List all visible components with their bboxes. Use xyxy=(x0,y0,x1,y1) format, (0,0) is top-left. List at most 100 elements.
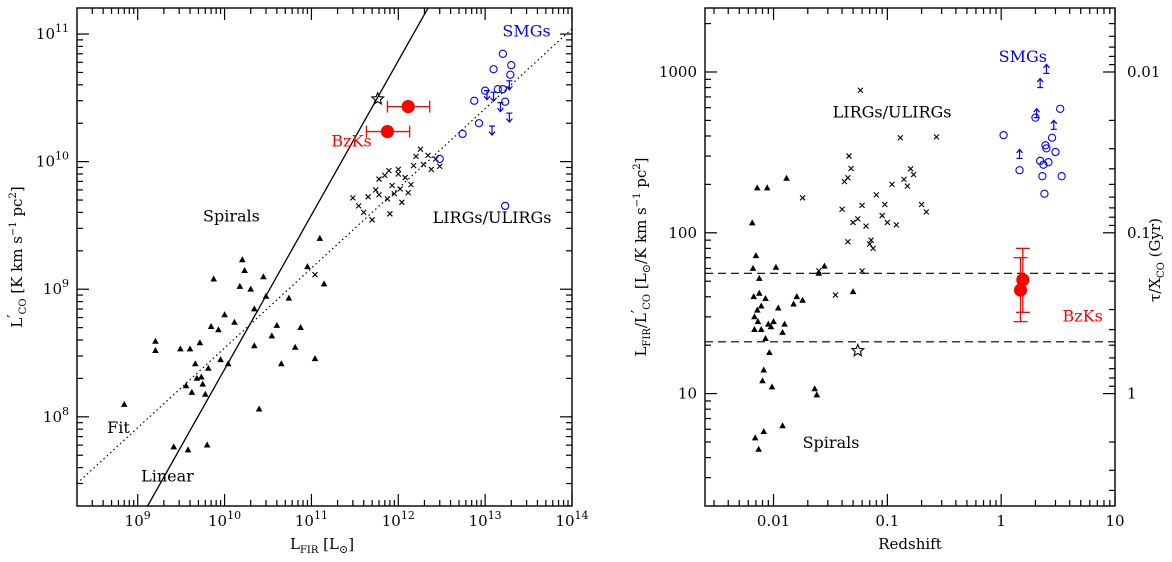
left-x-axis-label: LFIR [L⊙] xyxy=(290,535,354,556)
spirals-point xyxy=(231,318,238,325)
bzks-point xyxy=(380,124,395,139)
spirals-point xyxy=(813,391,821,398)
lirgs-ulirgs-point xyxy=(832,292,839,298)
lirgs-ulirgs-point xyxy=(386,167,392,174)
annotation-bzks: BzKs xyxy=(331,131,371,150)
spirals-point xyxy=(790,300,797,307)
annotation-spirals: Spirals xyxy=(803,433,860,452)
lirgs-ulirgs-point xyxy=(425,152,431,159)
left-x-tick-label: 1014 xyxy=(555,509,588,530)
left-y-tick-label: 109 xyxy=(43,277,69,298)
lirgs-ulirgs-point xyxy=(879,212,886,219)
spirals-point xyxy=(779,422,786,429)
smgs-point xyxy=(507,61,516,70)
spirals-point xyxy=(241,266,248,273)
lower-limit-arrow xyxy=(1050,119,1058,130)
spirals-point xyxy=(762,334,769,341)
left-x-tick-label: 1010 xyxy=(208,509,241,530)
upper-limit-arrow xyxy=(505,80,513,91)
smgs-point xyxy=(1040,189,1049,198)
spirals-point xyxy=(196,339,204,346)
left-y-tick-label: 108 xyxy=(43,405,69,426)
lirgs-ulirgs-point xyxy=(859,202,865,209)
right-y-tick-label: 1000 xyxy=(659,63,697,81)
spirals-point xyxy=(224,360,232,367)
left-x-tick-label: 109 xyxy=(125,509,151,530)
spirals-point xyxy=(757,326,765,333)
spirals-point xyxy=(752,252,760,259)
right-axis-tick-label: 1 xyxy=(1127,385,1137,403)
spirals-point xyxy=(767,323,775,330)
smgs-point xyxy=(470,96,479,105)
spirals-point xyxy=(198,373,205,380)
spirals-point xyxy=(291,343,299,350)
bzks-point xyxy=(1013,283,1028,297)
smgs-point xyxy=(1015,166,1024,175)
smgs-point xyxy=(1057,172,1066,181)
spirals-point xyxy=(170,443,178,450)
right-x-tick-label: 1 xyxy=(996,512,1006,530)
lower-limit-arrow xyxy=(1016,148,1023,159)
spirals-point xyxy=(749,264,757,271)
spirals-point xyxy=(756,274,763,281)
spirals-point xyxy=(316,234,324,241)
lirgs-ulirgs-point xyxy=(907,165,914,172)
upper-limit-arrow xyxy=(505,113,513,124)
smgs-point xyxy=(474,119,484,128)
lirgs-ulirgs-point xyxy=(839,206,845,213)
annotation-fit: Fit xyxy=(107,418,130,437)
annotation-lirgs-ulirgs: LIRGs/ULIRGs xyxy=(433,208,552,227)
lower-limit-arrow xyxy=(1043,63,1050,74)
right-x-tick-label: 10 xyxy=(1105,512,1124,530)
spirals-point xyxy=(215,326,222,333)
lirgs-ulirgs-point xyxy=(413,153,419,160)
right-axis-tick-label: 0.01 xyxy=(1127,63,1160,81)
spirals-point xyxy=(762,294,769,301)
spirals-point xyxy=(751,313,758,320)
spirals-point xyxy=(205,364,212,371)
spirals-point xyxy=(751,326,758,333)
smgs-point xyxy=(999,130,1008,140)
spirals-point xyxy=(799,296,806,303)
lirgs-ulirgs-point xyxy=(408,181,414,188)
lirgs-ulirgs-point xyxy=(365,193,372,200)
star-point xyxy=(370,91,385,106)
lirgs-ulirgs-point xyxy=(417,146,424,153)
lirgs-ulirgs-point xyxy=(395,171,402,177)
lirgs-ulirgs-point xyxy=(420,161,427,168)
spirals-point xyxy=(748,219,756,226)
spirals-point xyxy=(755,445,762,452)
spirals-point xyxy=(255,405,263,412)
lirgs-ulirgs-point xyxy=(397,186,404,192)
spirals-point xyxy=(311,355,319,362)
spirals-point xyxy=(783,174,790,181)
spirals-point xyxy=(793,293,801,300)
smgs-point xyxy=(1056,104,1065,113)
left-x-tick-label: 1011 xyxy=(295,509,328,530)
smgs-point xyxy=(506,70,515,79)
lirgs-ulirgs-point xyxy=(866,241,873,248)
annotation-bzks: BzKs xyxy=(1062,307,1102,326)
spirals-point xyxy=(753,306,761,313)
spirals-point xyxy=(756,289,763,296)
smgs-point xyxy=(458,129,467,139)
lirgs-ulirgs-point xyxy=(389,182,396,189)
spirals-point xyxy=(262,292,270,299)
spirals-point xyxy=(207,322,215,329)
smgs-point xyxy=(1042,144,1051,153)
lirgs-ulirgs-point xyxy=(410,162,417,169)
lirgs-ulirgs-point xyxy=(848,165,854,172)
lirgs-ulirgs-point xyxy=(893,221,900,228)
upper-limit-arrow xyxy=(483,90,491,101)
lirgs-ulirgs-point xyxy=(395,166,402,173)
smgs-point xyxy=(1044,157,1053,167)
right-x-axis-label: Redshift xyxy=(878,535,942,553)
spirals-point xyxy=(774,304,782,311)
lirgs-ulirgs-point xyxy=(844,174,851,181)
right-x-tick-label: 0.1 xyxy=(875,512,899,530)
line-fit xyxy=(77,28,572,484)
spirals-point xyxy=(768,383,776,390)
spirals-point xyxy=(278,360,285,367)
right-panel: 0.01 0.1 1 10 10 100 1000 1 0.1 0.01 SMGs LIRGs/ULI… xyxy=(628,7,1167,553)
upper-limit-arrow xyxy=(488,126,496,136)
